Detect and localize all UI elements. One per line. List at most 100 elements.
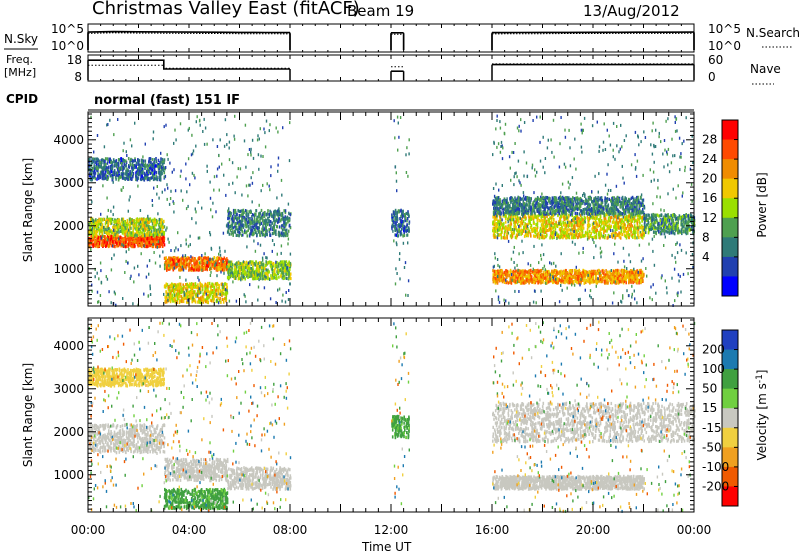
echo-cell	[394, 218, 396, 222]
echo-cell	[510, 227, 512, 231]
echo-cell	[563, 234, 565, 238]
echo-cell	[523, 234, 526, 238]
echo-cell	[394, 233, 396, 237]
echo-cell	[190, 282, 192, 286]
echo-cell	[633, 220, 636, 224]
echo-cell	[232, 208, 235, 213]
echo-cell	[510, 229, 513, 233]
echo-cell	[215, 256, 218, 261]
echo-cell	[546, 233, 548, 237]
echo-cell	[608, 215, 610, 219]
echo-cell	[211, 297, 214, 301]
echo-cell	[97, 236, 99, 240]
echo-cell	[191, 258, 194, 262]
echo-cell	[275, 274, 278, 278]
echo-cell	[153, 230, 156, 234]
echo-cell	[516, 215, 519, 219]
echo-cell	[101, 176, 104, 180]
echo-cell	[145, 164, 147, 168]
echo-cell	[188, 284, 190, 288]
echo-cell	[213, 256, 216, 260]
echo-cell	[99, 229, 101, 234]
echo-cell	[265, 225, 267, 229]
echo-cell	[128, 177, 130, 181]
echo-cell	[236, 261, 238, 265]
echo-cell	[549, 216, 551, 220]
echo-cell	[643, 234, 645, 238]
echo-cell	[598, 223, 601, 227]
echo-cell	[188, 295, 190, 299]
echo-cell	[391, 218, 393, 222]
echo-cell	[118, 225, 120, 229]
echo-cell	[642, 229, 645, 233]
echo-cell	[548, 220, 550, 224]
echo-cell	[623, 229, 625, 233]
echo-cell	[634, 233, 636, 237]
echo-cell	[626, 217, 628, 221]
echo-cell	[223, 263, 225, 267]
echo-cell	[179, 268, 181, 272]
echo-cell	[505, 225, 507, 229]
echo-cell	[197, 285, 200, 290]
echo-cell	[210, 288, 212, 292]
echo-cell	[254, 230, 257, 234]
echo-cell	[615, 231, 617, 235]
echo-cell	[625, 204, 628, 208]
echo-cell	[604, 214, 606, 218]
echo-cell	[251, 232, 254, 237]
echo-cell	[201, 295, 204, 299]
echo-cell	[103, 177, 106, 181]
echo-cell	[285, 231, 287, 236]
echo-cell	[145, 238, 147, 242]
echo-cell	[124, 234, 127, 238]
echo-cell	[495, 222, 497, 226]
echo-cell	[186, 263, 188, 267]
echo-cell	[106, 236, 108, 240]
echo-cell	[552, 234, 554, 238]
echo-cell	[132, 224, 135, 228]
echo-cell	[172, 259, 175, 263]
echo-cell	[250, 229, 252, 233]
echo-cell	[602, 226, 605, 230]
echo-cell	[168, 292, 170, 296]
echo-cell	[148, 168, 151, 172]
echo-cell	[152, 233, 155, 237]
echo-cell	[513, 230, 515, 234]
echo-cell	[571, 210, 574, 215]
echo-cell	[257, 269, 259, 273]
echo-cell	[117, 164, 120, 168]
echo-cell	[160, 225, 163, 229]
echo-cell	[231, 217, 234, 221]
echo-cell	[102, 175, 104, 179]
echo-cell	[165, 282, 168, 286]
echo-cell	[580, 219, 582, 223]
echo-cell	[516, 230, 519, 234]
echo-cell	[505, 216, 507, 220]
echo-cell	[135, 165, 137, 169]
echo-cell	[163, 166, 165, 170]
echo-cell	[271, 221, 273, 225]
echo-cell	[227, 264, 229, 268]
echo-cell	[579, 224, 581, 228]
echo-cell	[559, 229, 562, 233]
echo-cell	[288, 260, 290, 264]
echo-cell	[549, 226, 552, 231]
echo-cell	[578, 222, 580, 226]
echo-cell	[143, 229, 146, 233]
echo-cell	[109, 238, 112, 242]
echo-cell	[252, 266, 254, 270]
echo-cell	[109, 167, 112, 171]
echo-cell	[165, 300, 168, 304]
echo-cell	[289, 275, 291, 279]
echo-cell	[146, 226, 149, 230]
echo-cell	[96, 238, 99, 242]
echo-cell	[141, 218, 143, 222]
echo-cell	[594, 235, 597, 239]
echo-cell	[274, 276, 277, 280]
echo-cell	[131, 245, 133, 249]
echo-cell	[533, 216, 535, 220]
echo-cell	[234, 214, 236, 219]
echo-cell	[598, 234, 600, 238]
echo-cell	[238, 234, 240, 238]
echo-cell	[604, 217, 607, 221]
